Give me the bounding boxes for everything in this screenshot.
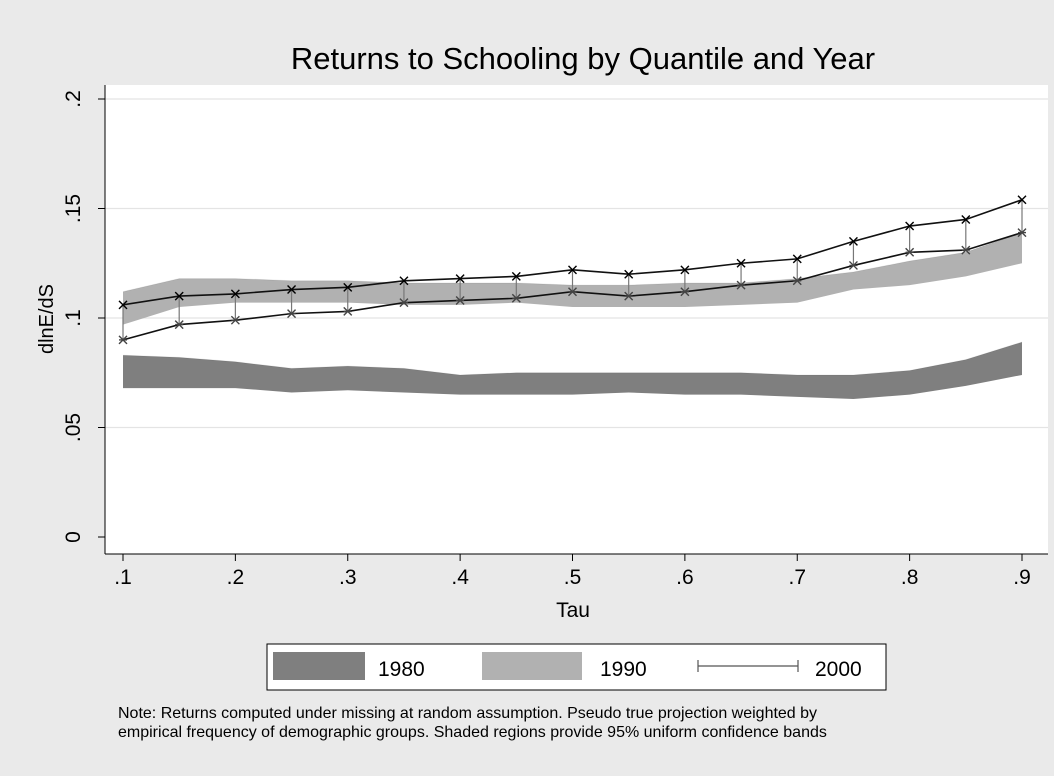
x-axis-label: Tau bbox=[556, 599, 590, 622]
interval-lower-point-15 bbox=[961, 245, 971, 255]
x-tick-label-7: .8 bbox=[901, 566, 919, 589]
legend-label-2000: 2000 bbox=[815, 658, 862, 681]
interval-upper-point-14 bbox=[905, 221, 915, 231]
interval-upper-point-12 bbox=[792, 254, 802, 264]
point-stroke bbox=[174, 291, 184, 301]
point-stroke bbox=[230, 289, 240, 299]
interval-upper-point-13 bbox=[848, 236, 858, 246]
x-tick-label-4: .5 bbox=[564, 566, 582, 589]
band-1980 bbox=[123, 342, 1022, 400]
interval-upper-point-2 bbox=[230, 289, 240, 299]
legend: 1980 1990 2000 bbox=[266, 643, 887, 691]
interval-upper-point-5 bbox=[399, 276, 409, 286]
interval-upper-point-3 bbox=[287, 285, 297, 295]
point-stroke bbox=[343, 282, 353, 292]
gridlines bbox=[105, 98, 1048, 429]
interval-lower-point-14 bbox=[905, 247, 915, 257]
interval-upper-point-10 bbox=[680, 265, 690, 275]
x-tick-label-5: .6 bbox=[676, 566, 694, 589]
interval-lower-point-3 bbox=[287, 309, 297, 319]
interval-lower-point-2 bbox=[230, 315, 240, 325]
interval-upper-point-15 bbox=[961, 214, 971, 224]
note-line-2: empirical frequency of demographic group… bbox=[118, 724, 827, 741]
point-stroke bbox=[792, 254, 802, 264]
x-tick-label-1: .2 bbox=[227, 566, 245, 589]
point-stroke bbox=[905, 221, 915, 231]
y-tick-label-3: .15 bbox=[62, 194, 85, 223]
point-stroke bbox=[848, 236, 858, 246]
interval-lower-point-8 bbox=[568, 287, 577, 297]
interval-lower-point-16 bbox=[1017, 228, 1027, 238]
legend-swatch-1980 bbox=[273, 652, 365, 680]
point-stroke bbox=[568, 265, 577, 275]
point-stroke bbox=[1017, 195, 1027, 205]
point-stroke bbox=[680, 265, 690, 275]
x-tick-label-2: .3 bbox=[339, 566, 357, 589]
y-tick-label-0: 0 bbox=[62, 531, 85, 543]
ticks: 0 .05 .1 .15 .2 .1 .2 .3 .4 .5 .6 .7 .8 .9 bbox=[62, 90, 1031, 589]
legend-swatch-1990 bbox=[482, 652, 582, 680]
x-tick-label-8: .9 bbox=[1013, 566, 1031, 589]
x-tick-label-0: .1 bbox=[114, 566, 132, 589]
interval-upper-point-8 bbox=[568, 265, 577, 275]
interval-upper-point-1 bbox=[174, 291, 184, 301]
x-tick-label-3: .4 bbox=[451, 566, 469, 589]
interval-upper-point-0 bbox=[118, 300, 128, 310]
axes bbox=[104, 85, 1048, 555]
point-stroke bbox=[736, 258, 746, 268]
band-upper-edge-1980 bbox=[122, 341, 1023, 376]
interval-lower-point-6 bbox=[455, 295, 465, 305]
interval-upper-point-7 bbox=[511, 271, 521, 281]
y-tick-label-2: .1 bbox=[62, 309, 85, 327]
interval-upper-point-11 bbox=[736, 258, 746, 268]
point-stroke bbox=[511, 271, 521, 281]
interval-lower-point-4 bbox=[343, 306, 353, 316]
plot-area-background bbox=[105, 85, 1048, 554]
interval-lower-point-12 bbox=[792, 276, 802, 286]
y-tick-label-4: .2 bbox=[62, 90, 85, 108]
interval-upper-point-16 bbox=[1017, 195, 1027, 205]
interval-lower-point-7 bbox=[511, 293, 521, 303]
interval-lower-point-13 bbox=[848, 260, 858, 270]
interval-series bbox=[118, 195, 1027, 345]
interval-lower-point-11 bbox=[736, 280, 746, 290]
interval-series-2000 bbox=[118, 195, 1027, 345]
point-stroke bbox=[624, 269, 634, 279]
point-stroke bbox=[961, 214, 971, 224]
interval-upper-point-9 bbox=[624, 269, 634, 279]
interval-lower-point-9 bbox=[624, 291, 634, 301]
legend-label-1990: 1990 bbox=[600, 658, 647, 681]
point-stroke bbox=[118, 300, 128, 310]
point-stroke bbox=[455, 274, 465, 284]
interval-upper-point-6 bbox=[455, 274, 465, 284]
point-stroke bbox=[399, 276, 409, 286]
point-stroke bbox=[287, 285, 297, 295]
y-tick-label-1: .05 bbox=[62, 413, 85, 442]
interval-lower-point-0 bbox=[118, 335, 128, 345]
interval-lower-point-1 bbox=[174, 320, 184, 330]
interval-lower-point-10 bbox=[680, 287, 690, 297]
y-axis-label: dlnE/dS bbox=[36, 284, 58, 354]
legend-swatch-2000 bbox=[697, 660, 799, 672]
x-tick-label-6: .7 bbox=[788, 566, 806, 589]
note-line-1: Note: Returns computed under missing at … bbox=[118, 705, 817, 722]
chart-title: Returns to Schooling by Quantile and Yea… bbox=[291, 41, 875, 76]
interval-lower-point-5 bbox=[399, 298, 409, 308]
legend-label-1980: 1980 bbox=[378, 658, 425, 681]
interval-upper-point-4 bbox=[343, 282, 353, 292]
